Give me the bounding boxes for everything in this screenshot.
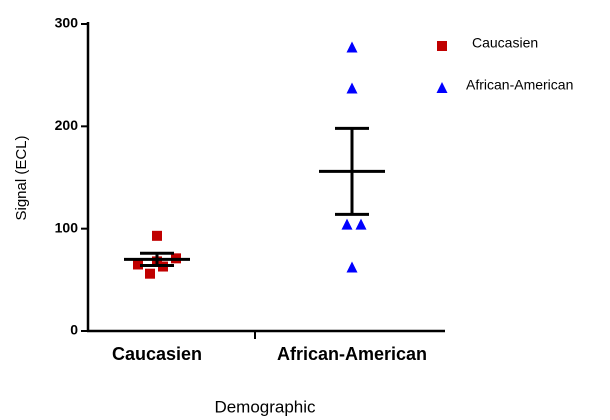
legend-marker <box>436 82 448 93</box>
data-point <box>346 261 358 273</box>
data-point <box>355 218 367 230</box>
data-point <box>341 218 353 230</box>
y-tick-label: 100 <box>55 219 79 235</box>
data-point <box>145 268 155 279</box>
y-tick-label: 300 <box>55 15 79 31</box>
y-tick-label: 200 <box>55 117 79 133</box>
data-point <box>152 230 162 241</box>
legend-marker <box>437 41 447 51</box>
y-tick-label: 0 <box>70 322 78 338</box>
y-axis-label: Signal (ECL) <box>13 135 30 220</box>
legend-label: Caucasien <box>472 35 538 51</box>
x-tick-label: African-American <box>277 344 427 364</box>
legend-label: African-American <box>466 77 573 93</box>
data-point <box>346 82 358 94</box>
x-axis-label: Demographic <box>214 397 316 416</box>
data-point <box>133 259 143 270</box>
data-point <box>346 41 358 53</box>
x-tick-label: Caucasien <box>112 344 202 364</box>
